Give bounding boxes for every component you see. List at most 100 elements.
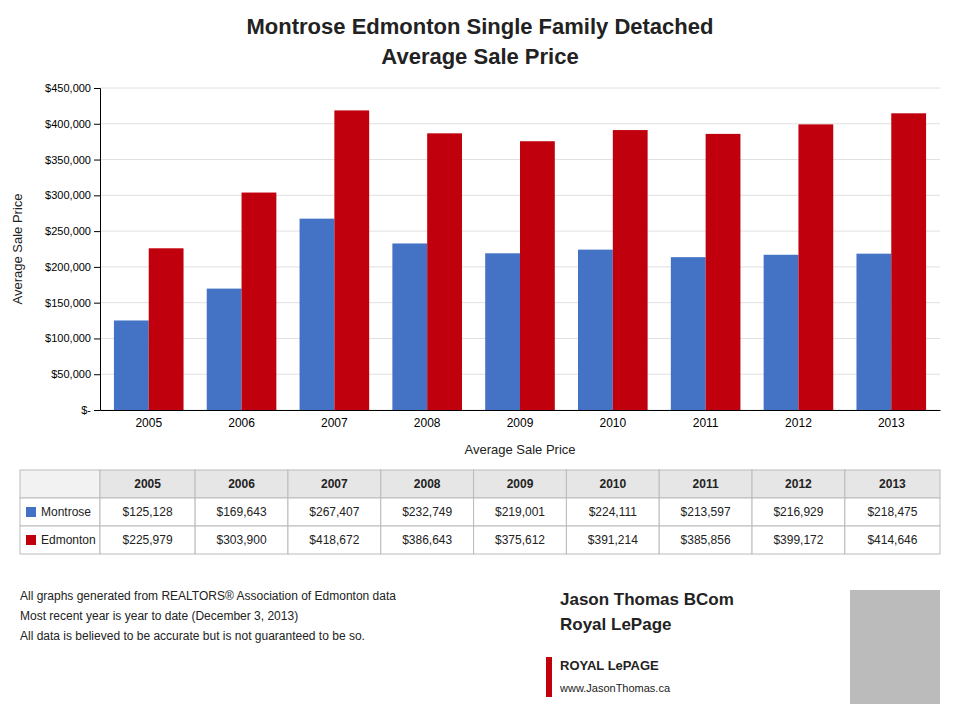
tick-label: $100,000 [45,332,91,344]
tick: 2008 [414,416,441,430]
footer: All graphs generated from REALTORS® Asso… [20,589,940,704]
tick-mark [94,231,100,232]
table-value: $303,900 [217,533,267,547]
table-cell [474,498,567,526]
table-value: $414,646 [867,533,917,547]
table-header: 2012 [785,477,812,491]
table-cell [659,498,752,526]
tick-label: $50,000 [51,368,91,380]
tick-label: $400,000 [45,118,91,130]
y-axis: $-$50,000$100,000$150,000$200,000$250,00… [45,82,100,416]
series-swatch [26,507,36,517]
table-value: $216,929 [773,505,823,519]
tick: 2009 [507,416,534,430]
tick-label: 2012 [785,416,812,430]
table-cell [195,498,288,526]
tick-label: $300,000 [45,189,91,201]
table-cell [100,470,195,498]
table-cell [20,526,100,554]
table-cell [659,470,752,498]
subtitle: Average Sale Price [381,44,578,69]
bars [114,110,926,410]
bar [207,289,242,410]
bar [485,253,520,410]
axis-domain [94,89,101,411]
table-cell [100,498,195,526]
grid [100,88,940,410]
bar [149,248,184,410]
table-value: $375,612 [495,533,545,547]
table-cell [288,526,381,554]
table-cell [752,498,845,526]
table-cell [845,470,940,498]
tick-label: 2008 [414,416,441,430]
tick-mark [94,338,100,339]
bar [856,254,891,410]
tick-mark [94,124,100,125]
table-cell [566,526,659,554]
title: Montrose Edmonton Single Family Detached [247,14,714,39]
tick-mark [94,88,100,89]
tick-label: 2006 [228,416,255,430]
table-cell [195,470,288,498]
chart: Montrose Edmonton Single Family Detached… [0,0,960,720]
table-cell [474,470,567,498]
logo-text: ROYAL LePAGE [560,658,659,673]
grid-line [100,88,940,89]
logo-url: www.JasonThomas.ca [559,682,671,694]
bar [242,193,277,410]
bar [114,320,149,410]
tick: $100,000 [45,332,100,344]
table-header: 2010 [599,477,626,491]
bar [891,113,926,410]
table-row-label: Montrose [41,505,91,519]
table-cell [474,526,567,554]
table-cell [566,470,659,498]
table-value: $267,407 [309,505,359,519]
tick: 2013 [878,416,905,430]
axis-domain [101,410,941,411]
table-header: 2011 [693,477,719,491]
tick: $300,000 [45,189,100,201]
bar [392,243,427,410]
photo-placeholder [850,590,940,704]
table-cell [100,526,195,554]
tick-mark [94,410,100,411]
bar-series [114,219,891,410]
tick-mark [94,267,100,268]
tick-mark [94,160,100,161]
tick: $- [81,404,100,416]
table-cell [288,498,381,526]
series-swatch [26,535,36,545]
tick-label: 2009 [507,416,534,430]
tick-label: $350,000 [45,154,91,166]
table-value: $399,172 [773,533,823,547]
bar [613,130,648,410]
table-header: 2008 [414,477,441,491]
table-cell [752,526,845,554]
tick: 2005 [135,416,162,430]
tick-label: 2011 [693,416,719,430]
table-value: $224,111 [589,505,638,519]
table-cell [845,498,940,526]
bar [764,255,799,410]
agent-name: Jason Thomas BCom [560,590,734,609]
data-table: 200520062007200820092010201120122013Mont… [20,470,940,554]
table-value: $232,749 [402,505,452,519]
grid-line [100,123,940,124]
table-cell [566,498,659,526]
table-cell [659,526,752,554]
tick-label: $200,000 [45,261,91,273]
bar [520,141,555,410]
tick: 2007 [321,416,348,430]
x-axis: 200520062007200820092010201120122013 [101,411,941,430]
bar-series [149,110,926,410]
tick: $350,000 [45,154,100,166]
y-axis-title: Average Sale Price [10,193,25,304]
table-cell [752,470,845,498]
logo-bar [546,657,552,697]
bar [578,250,613,410]
tick-label: $450,000 [45,82,91,94]
table-cell [20,498,100,526]
agent-name: Royal LePage [560,615,672,634]
